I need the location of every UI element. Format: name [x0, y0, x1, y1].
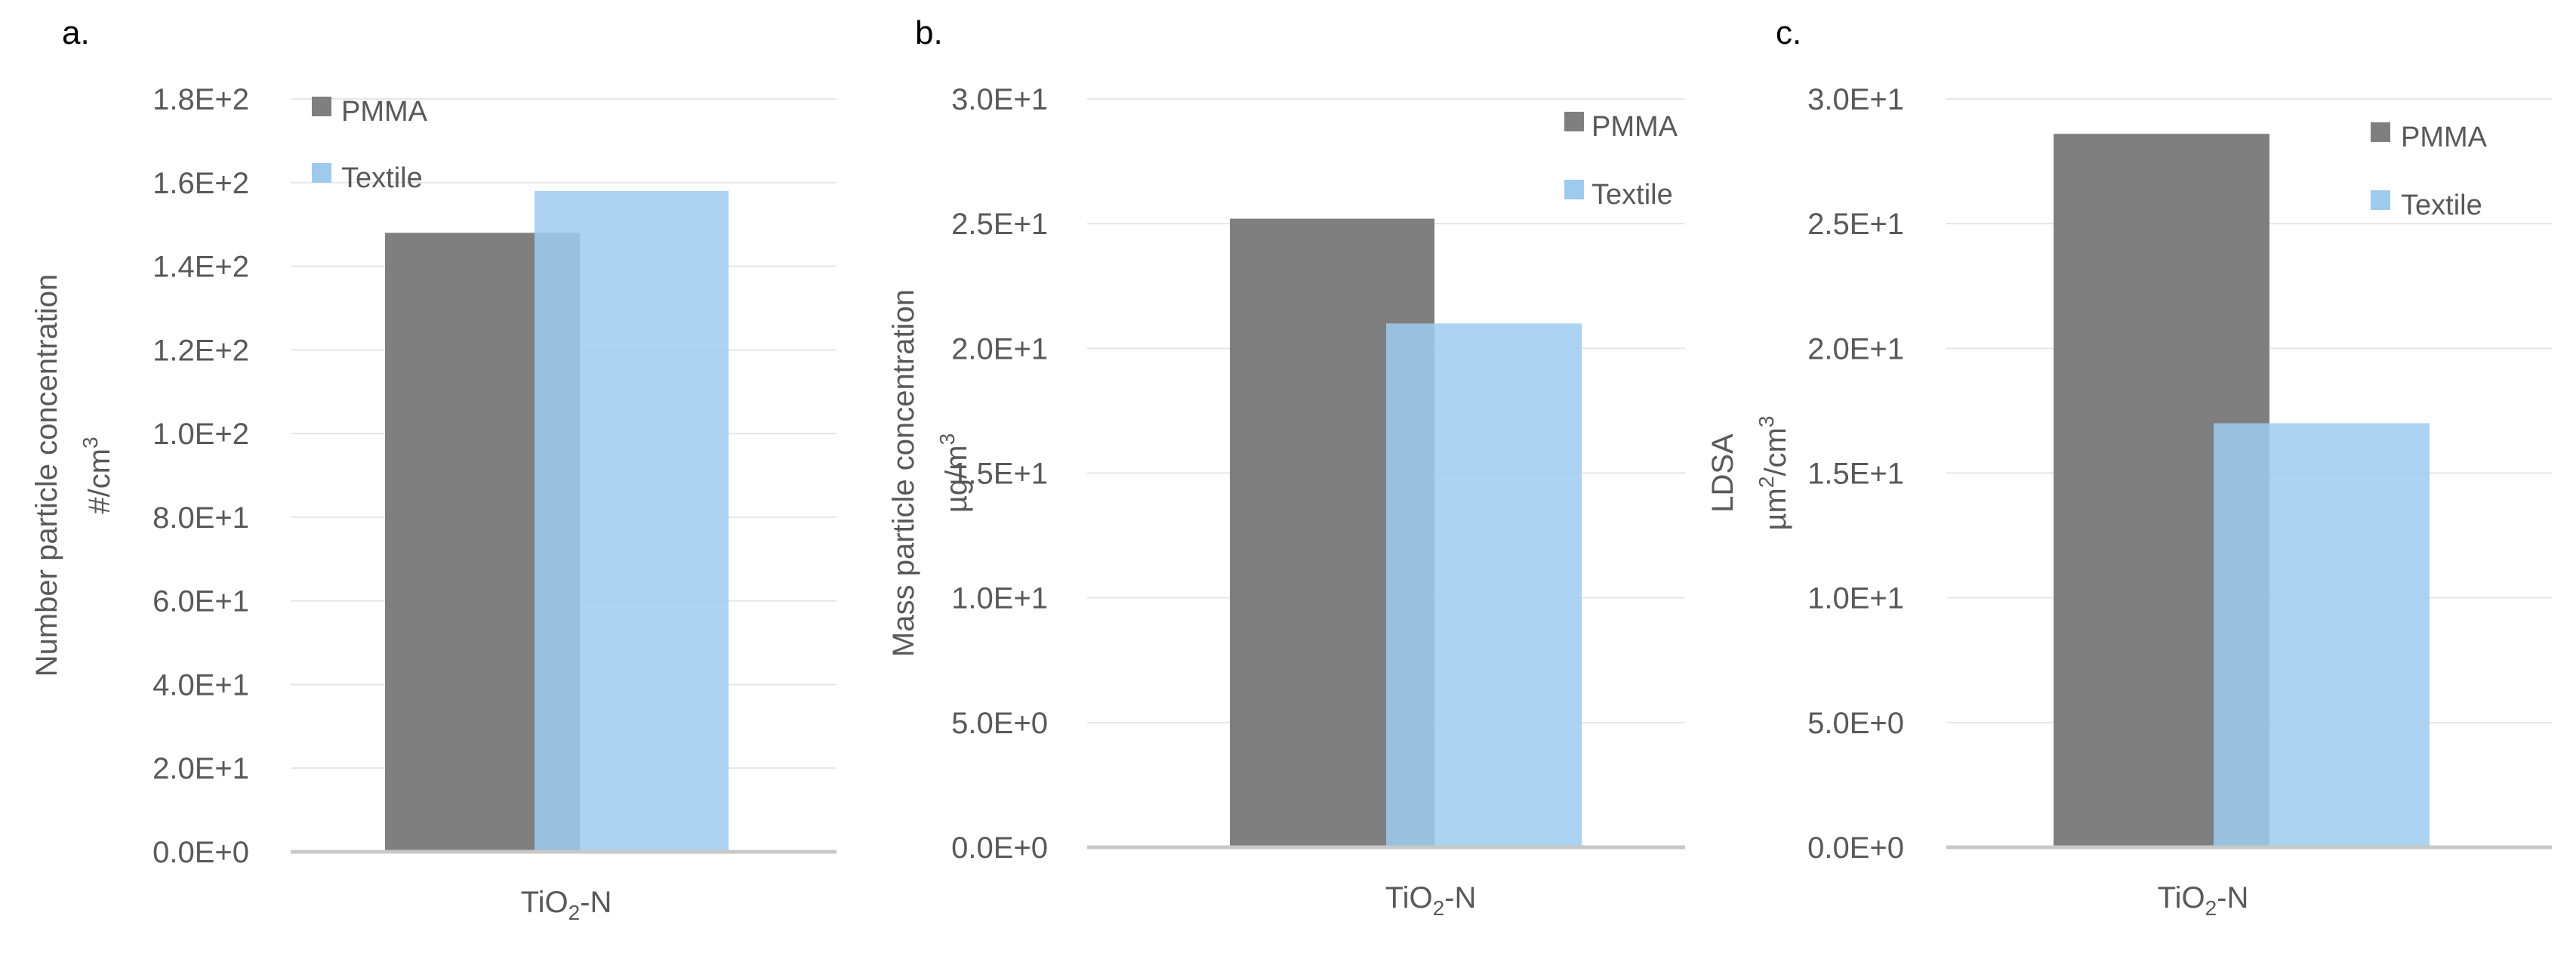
- y-title-text: µm: [1759, 488, 1792, 530]
- y-tick-label: 1.6E+2: [153, 167, 249, 200]
- bar-textile: [2214, 423, 2430, 847]
- category-subscript: 2: [2205, 896, 2217, 920]
- y-axis-title-line-1: Number particle concentration: [30, 274, 63, 677]
- category-suffix: -N: [1444, 881, 1476, 914]
- y-tick-label: 5.0E+0: [951, 707, 1048, 740]
- y-tick-label: 2.5E+1: [951, 208, 1048, 241]
- y-tick-label: 3.0E+1: [1807, 83, 1904, 116]
- y-tick-label: 1.5E+1: [1807, 458, 1904, 491]
- y-title-superscript: 3: [935, 433, 959, 446]
- x-category-label: TiO2-N: [2158, 881, 2249, 920]
- chart-panel-1: a. 0.0E+0 2.0E+1 4.0E+1 6.0E+1 8.0E+1 1.0E+2 1.…: [30, 14, 837, 924]
- y-tick-label: 1.8E+2: [153, 83, 249, 116]
- y-tick-label: 1.4E+2: [153, 251, 249, 284]
- chart-panel-3: c. 0.0E+0 5.0E+0 1.0E+1 1.5E+1 2.0E+1 2.5E+1 3.…: [1706, 14, 2552, 920]
- x-category-label: TiO2-N: [521, 886, 612, 924]
- y-title-text: Number particle concentration: [30, 274, 63, 677]
- category-base: TiO: [2158, 881, 2205, 914]
- panel-letter: a.: [62, 14, 90, 51]
- y-title-superscript-2: 3: [1755, 416, 1778, 428]
- y-axis-title-line-1: Mass particle concentration: [887, 289, 920, 657]
- y-title-superscript: 3: [79, 436, 102, 449]
- y-axis-title-line-1: LDSA: [1706, 433, 1739, 513]
- y-tick-label: 6.0E+1: [153, 585, 249, 618]
- category-suffix: -N: [2217, 881, 2248, 914]
- category-subscript: 2: [1433, 896, 1445, 920]
- legend-label-textile: Textile: [341, 162, 423, 194]
- y-tick-label: 4.0E+1: [153, 668, 249, 702]
- y-axis-title-line-2: µg/m3: [935, 433, 973, 513]
- x-category-label: TiO2-N: [1385, 881, 1477, 920]
- chart-panel-2: b. 0.0E+0 5.0E+0 1.0E+1 1.5E+1 2.0E+1 2.5E+1 3.…: [887, 14, 1685, 920]
- y-axis-title-line-2: #/cm3: [79, 436, 116, 514]
- legend-swatch-pmma: [1564, 112, 1584, 131]
- y-axis-title-line-2: µm2/cm3: [1755, 416, 1792, 531]
- y-tick-label: 0.0E+0: [1807, 831, 1904, 865]
- legend-swatch-pmma: [2371, 122, 2390, 142]
- y-tick-label: 1.5E+1: [951, 458, 1048, 491]
- bar-textile: [535, 190, 729, 852]
- y-title-text-2: /cm: [1759, 427, 1792, 476]
- legend-swatch-textile: [312, 163, 331, 183]
- legend-label-pmma: PMMA: [1592, 111, 1678, 143]
- category-base: TiO: [1385, 881, 1433, 914]
- y-tick-label: 1.0E+1: [951, 582, 1048, 615]
- y-title-text: #/cm: [83, 449, 116, 514]
- y-tick-label: 1.0E+1: [1807, 582, 1904, 615]
- y-tick-label: 2.0E+1: [153, 752, 249, 785]
- panel-letter: c.: [1776, 14, 1801, 51]
- y-title-text: µg/m: [940, 445, 973, 513]
- y-tick-label: 1.0E+2: [153, 418, 249, 451]
- legend-label-textile: Textile: [1592, 179, 1673, 211]
- category-subscript: 2: [569, 901, 581, 924]
- y-tick-label: 0.0E+0: [153, 836, 249, 869]
- y-tick-label: 2.5E+1: [1807, 208, 1904, 241]
- category-base: TiO: [521, 886, 569, 919]
- bar-textile: [1386, 323, 1582, 847]
- y-tick-label: 5.0E+0: [1807, 707, 1904, 740]
- y-title-text: Mass particle concentration: [887, 289, 920, 657]
- legend-label-pmma: PMMA: [2401, 122, 2488, 153]
- legend-swatch-pmma: [312, 97, 331, 116]
- panel-letter: b.: [915, 14, 943, 51]
- legend-label-pmma: PMMA: [341, 96, 428, 128]
- y-tick-label: 2.0E+1: [1807, 332, 1904, 365]
- y-tick-label: 8.0E+1: [153, 501, 249, 535]
- y-tick-label: 0.0E+0: [951, 831, 1048, 865]
- legend-swatch-textile: [1564, 180, 1584, 199]
- y-title-text: LDSA: [1706, 433, 1739, 513]
- category-suffix: -N: [580, 886, 612, 919]
- y-title-superscript: 2: [1755, 476, 1778, 489]
- legend-swatch-textile: [2371, 190, 2390, 210]
- legend-label-textile: Textile: [2401, 190, 2482, 221]
- y-tick-label: 3.0E+1: [951, 83, 1048, 116]
- y-tick-label: 2.0E+1: [951, 332, 1048, 365]
- y-tick-label: 1.2E+2: [153, 334, 249, 367]
